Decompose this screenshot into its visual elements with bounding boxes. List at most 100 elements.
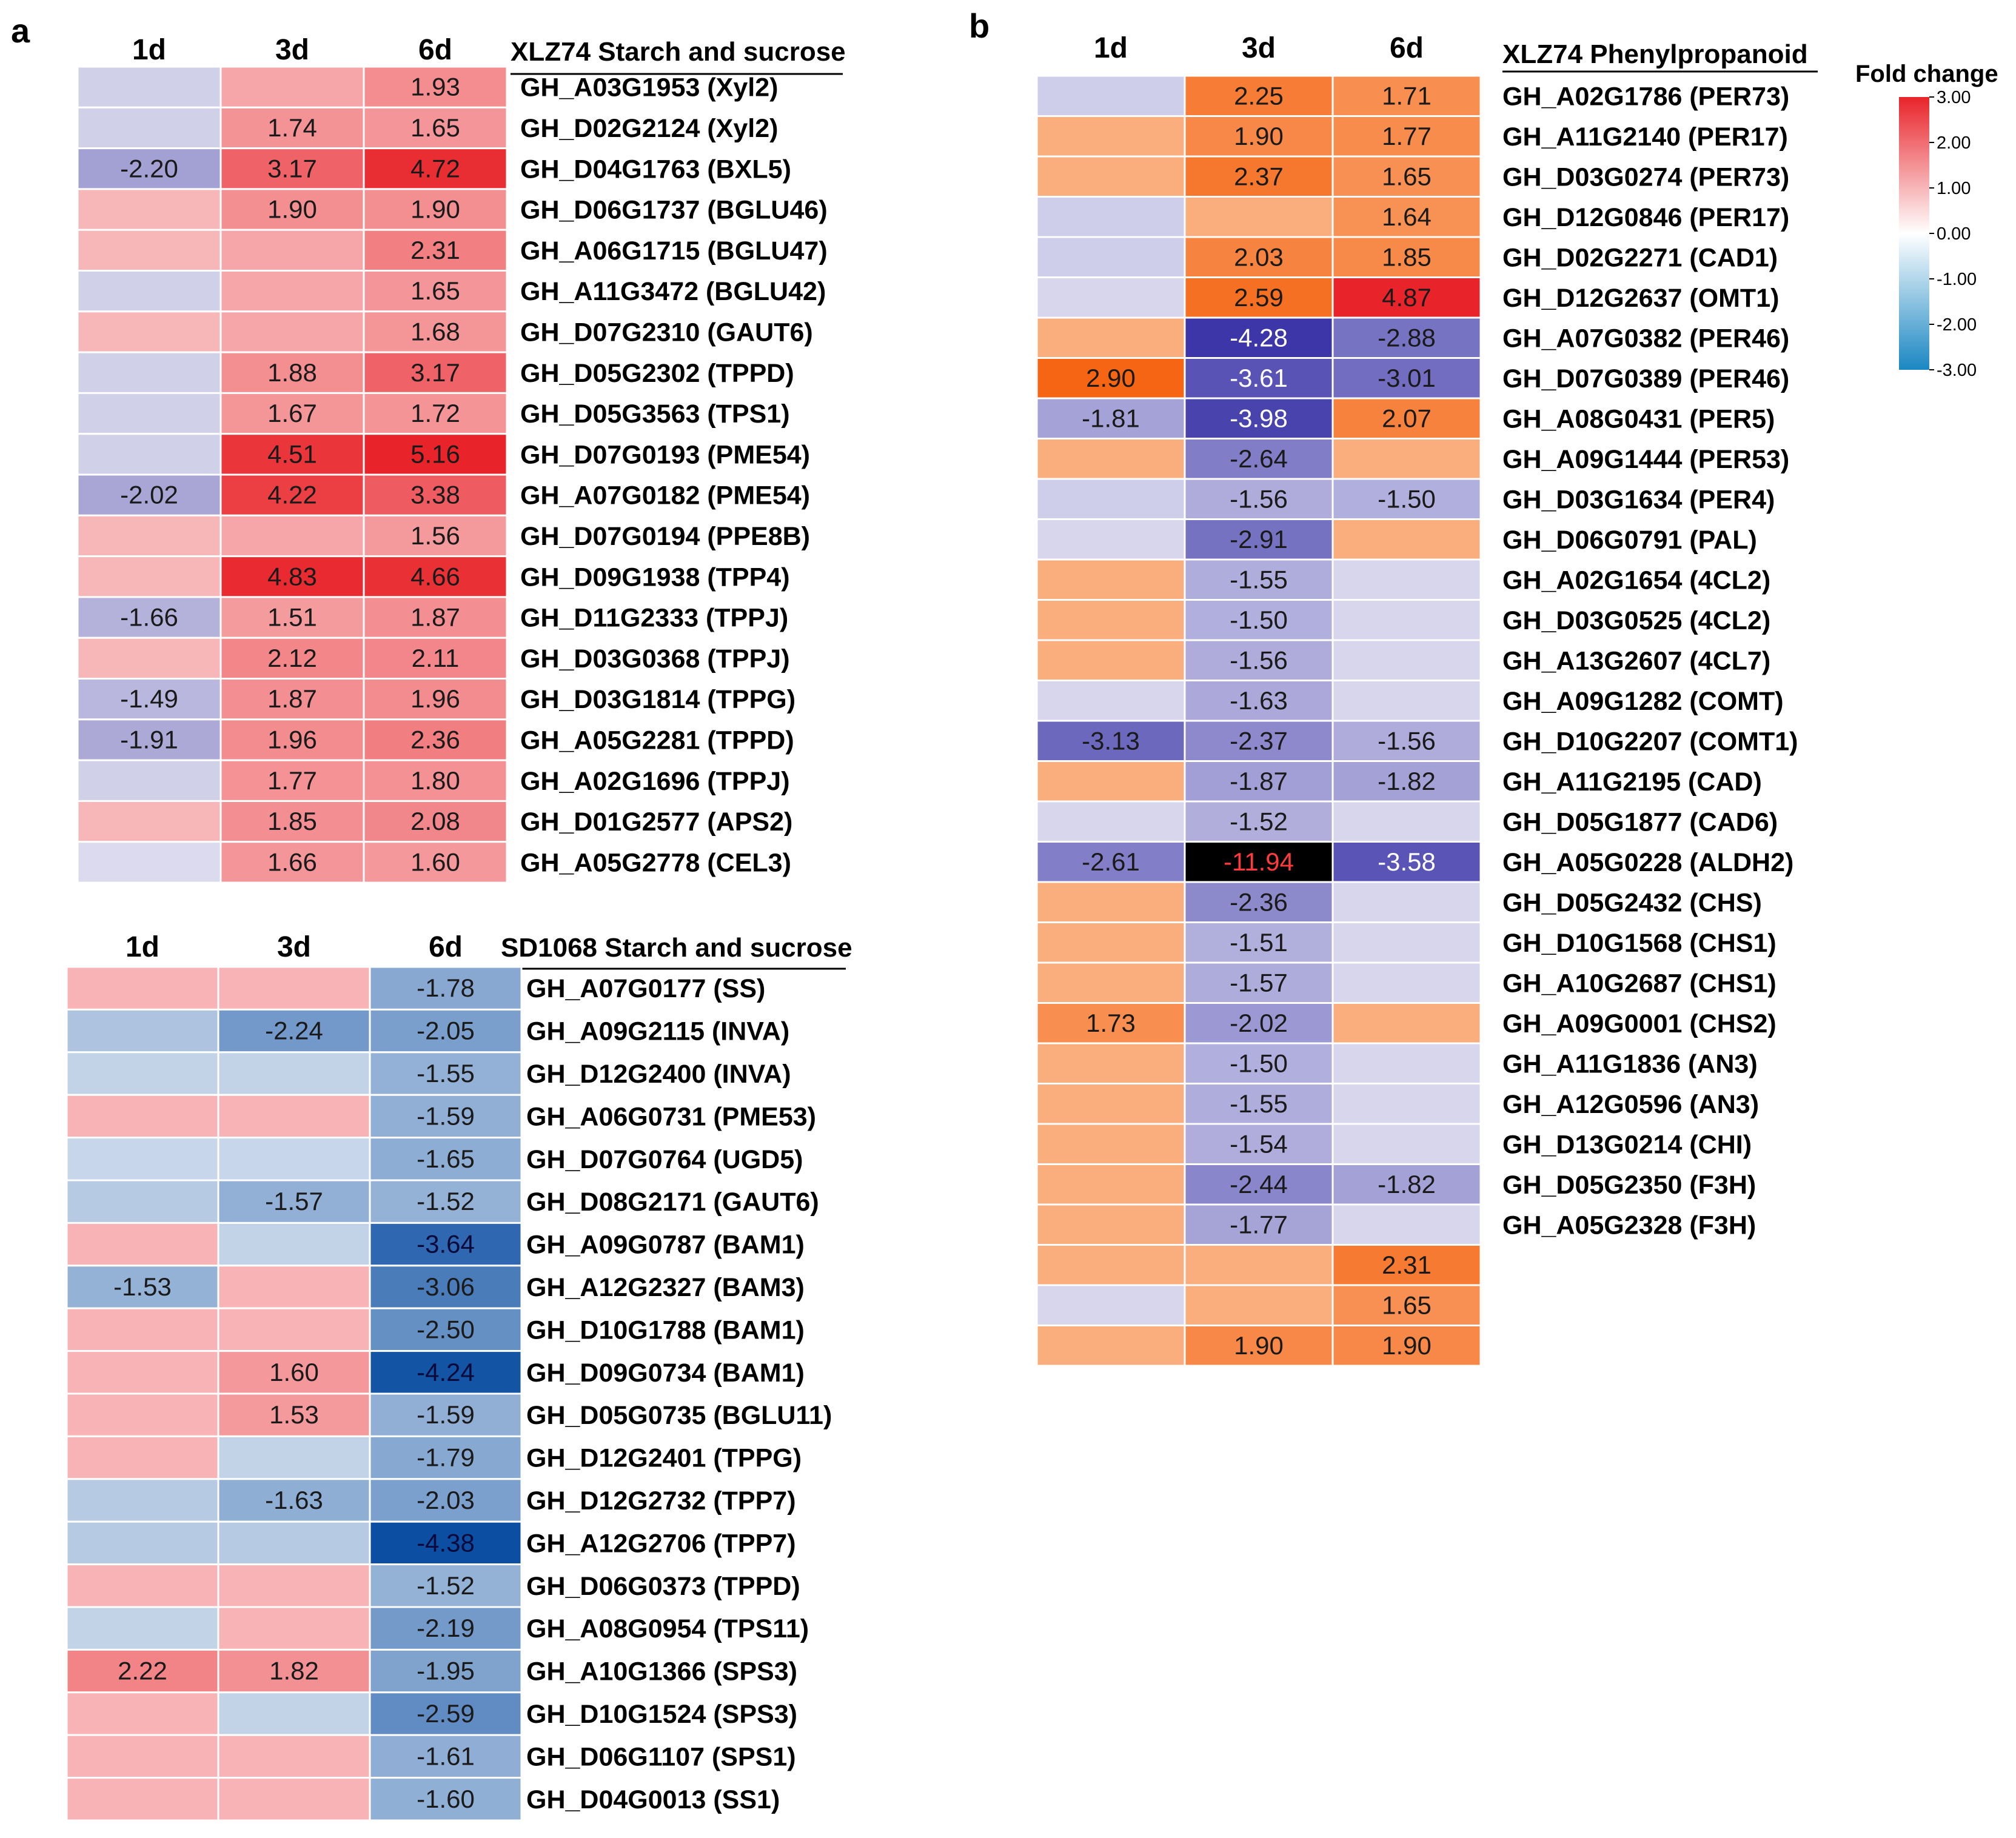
heatmap-cell [1331,1203,1482,1246]
cell-value-label: 4.66 [410,562,460,590]
heatmap-cell [1036,599,1186,641]
gene-label: GH_A02G1696 (TPPJ) [520,767,790,796]
heatmap-cell [1331,1042,1482,1084]
cell-value-label: 1.90 [410,195,460,224]
gene-label: GH_A09G1444 (PER53) [1502,445,1789,474]
heatmap-cell [65,1350,219,1395]
heatmap-cell [1331,961,1482,1004]
gene-label: GH_A02G1786 (PER73) [1502,82,1789,111]
gene-label: GH_D03G0368 (TPPJ) [520,644,790,673]
heatmap-cell [1184,1244,1334,1286]
heatmap-cell [1331,599,1482,641]
gene-label: GH_D10G1524 (SPS3) [526,1700,797,1729]
gene-label: GH_A02G1654 (4CL2) [1502,566,1770,595]
gene-label: GH_A07G0182 (PME54) [520,481,810,510]
heatmap-cell [1036,115,1186,158]
column-header: 1d [1094,32,1128,64]
cell-value-label: -2.61 [1082,847,1140,876]
cell-value-label: 1.65 [410,113,460,142]
heatmap-cell [217,1520,371,1566]
heatmap-cell [65,1478,219,1523]
heatmap-cell [369,1392,523,1437]
heatmap-cell [1036,1123,1186,1165]
column-header: 1d [132,34,166,66]
cell-value-label: 2.03 [1234,242,1284,271]
heatmap-cell [369,1563,523,1608]
heatmap-cell [217,1350,371,1395]
heatmap-cell [1036,518,1186,561]
heatmap-cell [1036,720,1186,762]
heatmap-cell [217,1777,371,1822]
heatmap-cell [1331,680,1482,722]
heatmap-cell [1184,1083,1334,1125]
heatmap-cell [1331,881,1482,923]
heatmap-cell [1036,1203,1186,1246]
heatmap-cell [217,1435,371,1480]
gene-label: GH_D01G2577 (APS2) [520,807,792,837]
cell-value-label: -1.77 [1230,1210,1288,1238]
column-header: 6d [429,931,463,963]
heatmap-cell [1331,478,1482,520]
cell-value-label: -1.55 [1230,1089,1288,1118]
heatmap-cell [369,966,523,1011]
cell-value-label: -1.52 [417,1187,475,1215]
heatmap-cell [1036,155,1186,198]
gene-label: GH_D05G2350 (F3H) [1502,1171,1756,1200]
heatmap-cell [76,596,222,639]
gene-label: GH_D12G0846 (PER17) [1502,203,1789,232]
heatmap-cell [219,637,365,680]
heatmap-cell [217,1392,371,1437]
heatmap-cell [1036,478,1186,520]
heatmap-cell [76,433,222,476]
heatmap-cell [217,1648,371,1694]
gene-label: GH_D05G0735 (BGLU11) [526,1401,832,1430]
cell-value-label: 1.51 [267,603,317,632]
heatmap-cell [65,1265,219,1309]
cell-value-label: 1.96 [410,684,460,713]
gene-label: GH_D03G0525 (4CL2) [1502,606,1770,635]
heatmap-cell [1331,75,1482,117]
gene-label: GH_A11G2140 (PER17) [1502,122,1788,152]
heatmap-cell [219,514,365,558]
cell-value-label: -1.56 [1378,726,1436,755]
gene-label: GH_D09G1938 (TPP4) [520,563,790,592]
column-header: 3d [277,931,311,963]
heatmap-cell [1036,316,1186,359]
gene-label: GH_D05G1877 (CAD6) [1502,807,1778,837]
heatmap-cell [1036,760,1186,803]
heatmap-cell [1331,720,1482,762]
gene-label: GH_A07G0382 (PER46) [1502,324,1789,353]
gene-label: GH_A11G1836 (AN3) [1502,1049,1758,1078]
gene-label: GH_D02G2124 (Xyl2) [520,114,778,143]
heatmap-cell [369,1435,523,1480]
heatmap-cell [363,759,508,802]
gene-label: GH_D12G2400 (INVA) [526,1060,791,1089]
cell-value-label: 1.77 [267,766,317,795]
legend-tick-label: 2.00 [1937,133,1971,153]
heatmap-cell [217,1606,371,1651]
cell-value-label: -1.50 [1230,606,1288,634]
cell-value-label: -11.94 [1224,847,1294,876]
legend-tick-label: 3.00 [1937,88,1971,107]
heatmap-cell [219,65,365,109]
heatmap-cell [1331,316,1482,359]
heatmap-cell [1331,639,1482,681]
cell-value-label: 4.51 [267,439,317,468]
heatmap-cell [363,351,508,394]
cell-value-label: -1.57 [1230,968,1288,997]
heatmap-cell [65,1520,219,1566]
heatmap-cell [1184,599,1334,641]
heatmap-cell [65,1179,219,1224]
cell-value-label: -1.51 [1230,928,1288,957]
cell-value-label: 2.31 [1382,1251,1432,1279]
cell-value-label: 4.72 [410,154,460,182]
gene-label: GH_D07G2310 (GAUT6) [520,318,813,347]
cell-value-label: 1.71 [1382,81,1432,110]
heatmap-cell [1184,478,1334,520]
gene-label: GH_A13G2607 (4CL7) [1502,646,1770,675]
cell-value-label: -1.57 [265,1187,323,1215]
heatmap-cell [76,392,222,435]
heatmap-cell [1331,155,1482,198]
